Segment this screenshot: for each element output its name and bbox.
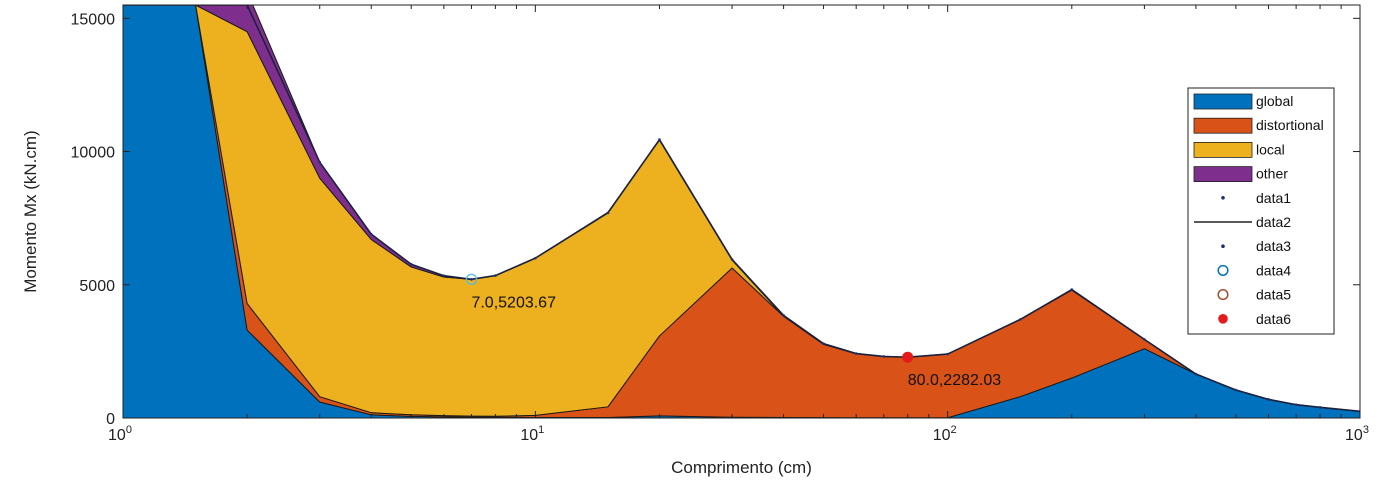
legend-swatch-local xyxy=(1193,141,1253,158)
total-curve-point xyxy=(442,274,446,278)
markers: 7.0,5203.67 80.0,2282.03 xyxy=(465,273,1002,389)
legend: global distortional local other data1 data2 da… xyxy=(1187,87,1335,335)
total-curve-point xyxy=(854,352,858,355)
x-tick-label-base: 10 xyxy=(520,427,538,444)
total-curve-point xyxy=(1143,338,1146,341)
legend-label-data5: data5 xyxy=(1256,287,1291,303)
legend-label-other: other xyxy=(1256,166,1288,182)
y-axis-label: Momento Mx (kN.cm) xyxy=(21,130,40,292)
legend-label-global: global xyxy=(1256,93,1293,109)
legend-swatch-global xyxy=(1193,93,1253,110)
x-tick-label-base: 10 xyxy=(933,427,951,444)
legend-label-distortional: distortional xyxy=(1256,117,1324,133)
x-tick-label: 100 xyxy=(108,424,132,444)
total-curve-point xyxy=(1318,406,1322,409)
total-curve-point xyxy=(318,160,322,164)
legend-label-data6: data6 xyxy=(1256,311,1291,327)
total-curve-point xyxy=(730,258,734,261)
total-curve-point xyxy=(882,355,886,358)
total-curve-point xyxy=(822,342,825,345)
x-tick-label-exp: 2 xyxy=(951,424,957,436)
marker-label-data6: 80.0,2282.03 xyxy=(908,372,1002,389)
legend-swatch-distortional xyxy=(1193,117,1253,134)
marker-data4 xyxy=(465,273,478,285)
x-tick-label-exp: 0 xyxy=(126,424,132,436)
marker-label-data4: 7.0,5203.67 xyxy=(471,294,556,311)
total-curve-point xyxy=(1294,403,1298,406)
total-curve-point xyxy=(1267,398,1270,401)
x-axis-label: Comprimento (cm) xyxy=(671,458,812,477)
legend-label-data4: data4 xyxy=(1256,262,1291,278)
total-curve-point xyxy=(1070,288,1074,291)
legend-swatch-data3 xyxy=(1221,244,1225,248)
y-tick-label: 10000 xyxy=(71,145,116,162)
legend-label-data2: data2 xyxy=(1256,214,1291,230)
total-curve-point xyxy=(658,138,661,141)
marker-data6 xyxy=(902,351,914,363)
legend-label-local: local xyxy=(1256,141,1285,157)
legend-label-data3: data3 xyxy=(1256,238,1291,254)
legend-swatch-data5 xyxy=(1217,289,1229,301)
total-curve-point xyxy=(1018,318,1022,321)
x-tick-label: 103 xyxy=(1345,424,1369,444)
total-curve-point xyxy=(1234,388,1238,392)
x-tick-label-exp: 3 xyxy=(1363,424,1369,436)
legend-swatch-data1 xyxy=(1221,196,1225,200)
x-tick-label: 101 xyxy=(520,424,544,444)
y-tick-label: 5000 xyxy=(79,278,115,295)
y-tick-label: 15000 xyxy=(71,11,116,28)
total-curve-point xyxy=(946,352,949,356)
total-curve-point xyxy=(534,256,537,260)
x-tick-label-base: 10 xyxy=(108,427,126,444)
x-tick-label: 102 xyxy=(933,424,957,444)
x-tick-label-exp: 1 xyxy=(538,424,544,436)
total-curve-point xyxy=(782,314,785,317)
total-curve-point xyxy=(1194,372,1198,376)
plot-frame xyxy=(122,4,1361,419)
total-curve-point xyxy=(409,262,413,266)
legend-swatch-other xyxy=(1193,166,1253,183)
legend-swatch-data6 xyxy=(1218,314,1228,324)
x-tick-label-base: 10 xyxy=(1345,427,1363,444)
total-curve-point xyxy=(369,232,373,236)
y-tick-label: 0 xyxy=(106,411,115,428)
total-curve-point xyxy=(470,278,473,281)
total-curve-point xyxy=(606,211,610,215)
legend-label-data1: data1 xyxy=(1256,190,1291,206)
legend-swatch-data4 xyxy=(1217,264,1229,276)
total-curve-point xyxy=(494,274,497,277)
